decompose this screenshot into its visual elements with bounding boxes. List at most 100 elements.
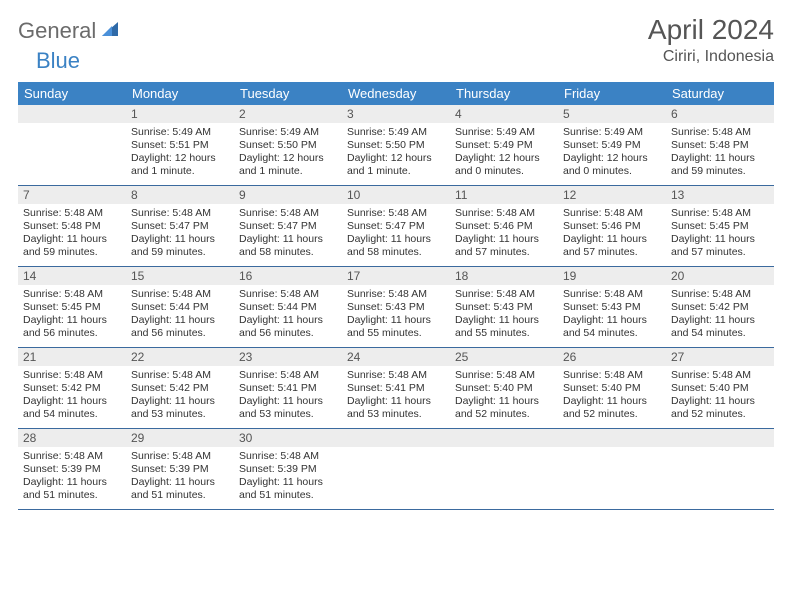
sunrise-line: Sunrise: 5:48 AM xyxy=(563,369,661,382)
day-body: Sunrise: 5:49 AMSunset: 5:49 PMDaylight:… xyxy=(450,123,558,185)
daylight-line: Daylight: 11 hours and 57 minutes. xyxy=(455,233,553,259)
day-cell: 27Sunrise: 5:48 AMSunset: 5:40 PMDayligh… xyxy=(666,348,774,429)
day-number xyxy=(666,429,774,447)
sunset-line: Sunset: 5:43 PM xyxy=(563,301,661,314)
daylight-line: Daylight: 11 hours and 58 minutes. xyxy=(239,233,337,259)
sunset-line: Sunset: 5:47 PM xyxy=(131,220,229,233)
sunrise-line: Sunrise: 5:49 AM xyxy=(455,126,553,139)
day-cell: 10Sunrise: 5:48 AMSunset: 5:47 PMDayligh… xyxy=(342,186,450,267)
sunrise-line: Sunrise: 5:48 AM xyxy=(239,288,337,301)
day-cell: 1Sunrise: 5:49 AMSunset: 5:51 PMDaylight… xyxy=(126,105,234,186)
sunset-line: Sunset: 5:40 PM xyxy=(455,382,553,395)
weekday-header: Sunday xyxy=(18,82,126,105)
day-cell: 24Sunrise: 5:48 AMSunset: 5:41 PMDayligh… xyxy=(342,348,450,429)
sunrise-line: Sunrise: 5:49 AM xyxy=(131,126,229,139)
day-cell: 14Sunrise: 5:48 AMSunset: 5:45 PMDayligh… xyxy=(18,267,126,348)
logo: General xyxy=(18,14,122,44)
logo-text-general: General xyxy=(18,18,96,44)
sunrise-line: Sunrise: 5:48 AM xyxy=(347,288,445,301)
week-row: 14Sunrise: 5:48 AMSunset: 5:45 PMDayligh… xyxy=(18,267,774,348)
day-number: 23 xyxy=(234,348,342,366)
day-number: 13 xyxy=(666,186,774,204)
sunrise-line: Sunrise: 5:48 AM xyxy=(131,369,229,382)
sunset-line: Sunset: 5:47 PM xyxy=(347,220,445,233)
day-body: Sunrise: 5:48 AMSunset: 5:43 PMDaylight:… xyxy=(450,285,558,347)
day-cell: 18Sunrise: 5:48 AMSunset: 5:43 PMDayligh… xyxy=(450,267,558,348)
day-number: 2 xyxy=(234,105,342,123)
day-body: Sunrise: 5:48 AMSunset: 5:48 PMDaylight:… xyxy=(666,123,774,185)
daylight-line: Daylight: 11 hours and 51 minutes. xyxy=(239,476,337,502)
day-number: 21 xyxy=(18,348,126,366)
day-cell xyxy=(558,429,666,510)
sunrise-line: Sunrise: 5:48 AM xyxy=(347,207,445,220)
day-cell: 13Sunrise: 5:48 AMSunset: 5:45 PMDayligh… xyxy=(666,186,774,267)
daylight-line: Daylight: 11 hours and 52 minutes. xyxy=(671,395,769,421)
day-number xyxy=(18,105,126,123)
day-body xyxy=(342,447,450,509)
sunset-line: Sunset: 5:43 PM xyxy=(347,301,445,314)
day-cell: 23Sunrise: 5:48 AMSunset: 5:41 PMDayligh… xyxy=(234,348,342,429)
day-body: Sunrise: 5:48 AMSunset: 5:43 PMDaylight:… xyxy=(342,285,450,347)
daylight-line: Daylight: 11 hours and 52 minutes. xyxy=(563,395,661,421)
day-number: 16 xyxy=(234,267,342,285)
daylight-line: Daylight: 11 hours and 54 minutes. xyxy=(23,395,121,421)
sunset-line: Sunset: 5:40 PM xyxy=(671,382,769,395)
sunrise-line: Sunrise: 5:48 AM xyxy=(23,207,121,220)
day-cell: 17Sunrise: 5:48 AMSunset: 5:43 PMDayligh… xyxy=(342,267,450,348)
day-body: Sunrise: 5:48 AMSunset: 5:42 PMDaylight:… xyxy=(126,366,234,428)
day-number: 19 xyxy=(558,267,666,285)
day-cell: 28Sunrise: 5:48 AMSunset: 5:39 PMDayligh… xyxy=(18,429,126,510)
day-body xyxy=(450,447,558,509)
day-body: Sunrise: 5:48 AMSunset: 5:47 PMDaylight:… xyxy=(126,204,234,266)
weekday-header: Wednesday xyxy=(342,82,450,105)
sunset-line: Sunset: 5:44 PM xyxy=(239,301,337,314)
day-number: 14 xyxy=(18,267,126,285)
day-body xyxy=(18,123,126,185)
day-body: Sunrise: 5:49 AMSunset: 5:49 PMDaylight:… xyxy=(558,123,666,185)
sunset-line: Sunset: 5:48 PM xyxy=(23,220,121,233)
sunset-line: Sunset: 5:50 PM xyxy=(347,139,445,152)
day-number: 12 xyxy=(558,186,666,204)
daylight-line: Daylight: 11 hours and 57 minutes. xyxy=(563,233,661,259)
day-cell: 8Sunrise: 5:48 AMSunset: 5:47 PMDaylight… xyxy=(126,186,234,267)
day-cell xyxy=(342,429,450,510)
day-body: Sunrise: 5:48 AMSunset: 5:47 PMDaylight:… xyxy=(234,204,342,266)
daylight-line: Daylight: 11 hours and 59 minutes. xyxy=(671,152,769,178)
logo-text-blue: Blue xyxy=(36,48,80,73)
day-number: 27 xyxy=(666,348,774,366)
sunrise-line: Sunrise: 5:48 AM xyxy=(671,288,769,301)
day-number: 15 xyxy=(126,267,234,285)
day-cell: 3Sunrise: 5:49 AMSunset: 5:50 PMDaylight… xyxy=(342,105,450,186)
day-cell xyxy=(18,105,126,186)
day-cell: 5Sunrise: 5:49 AMSunset: 5:49 PMDaylight… xyxy=(558,105,666,186)
day-body: Sunrise: 5:48 AMSunset: 5:43 PMDaylight:… xyxy=(558,285,666,347)
sunset-line: Sunset: 5:46 PM xyxy=(455,220,553,233)
day-number: 9 xyxy=(234,186,342,204)
day-number: 10 xyxy=(342,186,450,204)
day-cell: 20Sunrise: 5:48 AMSunset: 5:42 PMDayligh… xyxy=(666,267,774,348)
day-cell: 6Sunrise: 5:48 AMSunset: 5:48 PMDaylight… xyxy=(666,105,774,186)
week-row: 28Sunrise: 5:48 AMSunset: 5:39 PMDayligh… xyxy=(18,429,774,510)
day-body: Sunrise: 5:48 AMSunset: 5:45 PMDaylight:… xyxy=(18,285,126,347)
day-cell: 7Sunrise: 5:48 AMSunset: 5:48 PMDaylight… xyxy=(18,186,126,267)
sunset-line: Sunset: 5:45 PM xyxy=(23,301,121,314)
sunrise-line: Sunrise: 5:48 AM xyxy=(239,369,337,382)
sunrise-line: Sunrise: 5:48 AM xyxy=(131,207,229,220)
sunset-line: Sunset: 5:40 PM xyxy=(563,382,661,395)
sunset-line: Sunset: 5:43 PM xyxy=(455,301,553,314)
day-number: 24 xyxy=(342,348,450,366)
day-body: Sunrise: 5:48 AMSunset: 5:48 PMDaylight:… xyxy=(18,204,126,266)
sunrise-line: Sunrise: 5:48 AM xyxy=(563,207,661,220)
sunrise-line: Sunrise: 5:48 AM xyxy=(347,369,445,382)
day-body: Sunrise: 5:48 AMSunset: 5:40 PMDaylight:… xyxy=(666,366,774,428)
day-number: 5 xyxy=(558,105,666,123)
calendar-table: Sunday Monday Tuesday Wednesday Thursday… xyxy=(18,82,774,510)
sunset-line: Sunset: 5:47 PM xyxy=(239,220,337,233)
daylight-line: Daylight: 11 hours and 57 minutes. xyxy=(671,233,769,259)
sunset-line: Sunset: 5:48 PM xyxy=(671,139,769,152)
daylight-line: Daylight: 11 hours and 59 minutes. xyxy=(23,233,121,259)
sunset-line: Sunset: 5:50 PM xyxy=(239,139,337,152)
sunrise-line: Sunrise: 5:48 AM xyxy=(671,369,769,382)
sunrise-line: Sunrise: 5:49 AM xyxy=(563,126,661,139)
day-number: 4 xyxy=(450,105,558,123)
